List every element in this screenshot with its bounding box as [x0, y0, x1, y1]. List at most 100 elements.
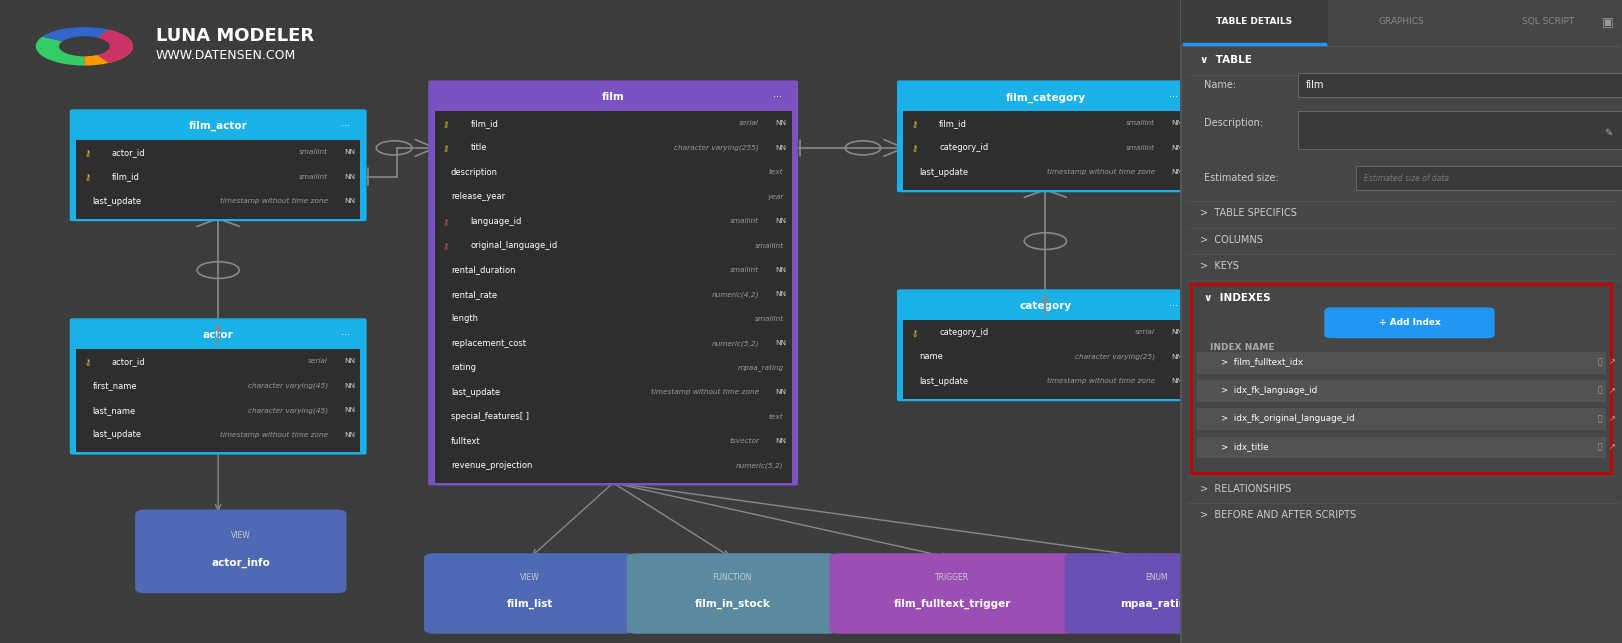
- FancyBboxPatch shape: [70, 318, 367, 455]
- Text: >  film_fulltext_idx: > film_fulltext_idx: [1221, 358, 1304, 367]
- Text: smallint: smallint: [730, 218, 759, 224]
- Text: NN: NN: [775, 267, 787, 273]
- Text: timestamp without time zone: timestamp without time zone: [219, 198, 328, 204]
- FancyBboxPatch shape: [903, 293, 1187, 320]
- Text: numeric(5,2): numeric(5,2): [712, 340, 759, 347]
- Text: NN: NN: [775, 218, 787, 224]
- Text: film_id: film_id: [470, 119, 498, 128]
- Text: INDEX NAME: INDEX NAME: [1210, 343, 1275, 352]
- Text: WWW.DATENSEN.COM: WWW.DATENSEN.COM: [156, 50, 295, 62]
- FancyBboxPatch shape: [76, 349, 360, 452]
- FancyBboxPatch shape: [1324, 307, 1495, 338]
- Text: ↗: ↗: [1609, 442, 1616, 451]
- FancyBboxPatch shape: [1197, 352, 1606, 374]
- Text: NN: NN: [344, 149, 355, 156]
- FancyBboxPatch shape: [1181, 0, 1328, 44]
- Text: timestamp without time zone: timestamp without time zone: [1046, 378, 1155, 385]
- Text: NN: NN: [1171, 145, 1182, 151]
- Text: GRAPHICS: GRAPHICS: [1379, 17, 1424, 26]
- Text: ⚷: ⚷: [443, 241, 449, 250]
- Text: >  KEYS: > KEYS: [1200, 261, 1239, 271]
- Text: NN: NN: [1171, 169, 1182, 176]
- Text: 🗑: 🗑: [1598, 358, 1603, 367]
- FancyBboxPatch shape: [628, 554, 837, 633]
- Text: film_actor: film_actor: [188, 122, 248, 131]
- Wedge shape: [36, 37, 84, 66]
- Text: film_id: film_id: [112, 172, 139, 181]
- Text: 🗑: 🗑: [1598, 442, 1603, 451]
- FancyBboxPatch shape: [903, 320, 1187, 399]
- FancyBboxPatch shape: [1197, 408, 1606, 430]
- FancyBboxPatch shape: [70, 109, 367, 221]
- Text: Description:: Description:: [1204, 118, 1262, 129]
- Text: + Add Index: + Add Index: [1379, 318, 1440, 327]
- Text: NN: NN: [775, 438, 787, 444]
- Text: film: film: [1306, 80, 1324, 90]
- Text: ⚷: ⚷: [912, 119, 918, 128]
- Text: character varying(45): character varying(45): [248, 383, 328, 389]
- Text: ···: ···: [341, 122, 350, 131]
- Wedge shape: [84, 30, 133, 63]
- FancyBboxPatch shape: [1181, 0, 1622, 643]
- Text: NN: NN: [344, 174, 355, 180]
- Text: last_update: last_update: [920, 377, 968, 386]
- Text: last_update: last_update: [920, 168, 968, 177]
- Text: >  idx_fk_language_id: > idx_fk_language_id: [1221, 386, 1317, 395]
- Text: VIEW: VIEW: [519, 574, 540, 583]
- Text: NN: NN: [344, 407, 355, 413]
- Text: film_in_stock: film_in_stock: [694, 599, 770, 609]
- Text: ⚷: ⚷: [443, 217, 449, 226]
- FancyBboxPatch shape: [1328, 0, 1474, 44]
- Text: text: text: [769, 169, 783, 176]
- Wedge shape: [84, 37, 133, 66]
- Text: >  idx_title: > idx_title: [1221, 442, 1268, 451]
- Text: timestamp without time zone: timestamp without time zone: [219, 431, 328, 438]
- Text: NN: NN: [1171, 378, 1182, 385]
- Text: NN: NN: [344, 431, 355, 438]
- FancyBboxPatch shape: [1197, 380, 1606, 402]
- FancyBboxPatch shape: [428, 80, 798, 485]
- Text: Estimated size:: Estimated size:: [1204, 173, 1278, 183]
- Text: title: title: [470, 143, 487, 152]
- Text: NN: NN: [1171, 120, 1182, 127]
- FancyBboxPatch shape: [425, 554, 634, 633]
- Text: FUNCTION: FUNCTION: [712, 574, 753, 583]
- Text: NN: NN: [1171, 329, 1182, 336]
- Text: film: film: [602, 93, 624, 102]
- Text: 🗑: 🗑: [1598, 386, 1603, 395]
- FancyBboxPatch shape: [903, 111, 1187, 190]
- FancyBboxPatch shape: [897, 289, 1194, 401]
- FancyBboxPatch shape: [435, 111, 792, 483]
- Text: VIEW: VIEW: [230, 530, 251, 539]
- FancyBboxPatch shape: [76, 140, 360, 219]
- Text: ↗: ↗: [1609, 386, 1616, 395]
- FancyBboxPatch shape: [76, 113, 360, 140]
- FancyBboxPatch shape: [1356, 166, 1622, 190]
- Text: mpaa_rating: mpaa_rating: [1119, 599, 1194, 609]
- Text: original_language_id: original_language_id: [470, 241, 558, 250]
- Text: smallint: smallint: [1126, 145, 1155, 151]
- Text: >  RELATIONSHIPS: > RELATIONSHIPS: [1200, 484, 1291, 494]
- FancyBboxPatch shape: [136, 511, 345, 592]
- Text: special_features[ ]: special_features[ ]: [451, 412, 529, 421]
- Text: NN: NN: [344, 358, 355, 365]
- Text: smallint: smallint: [1126, 120, 1155, 127]
- FancyBboxPatch shape: [1066, 554, 1247, 633]
- Text: character varying(45): character varying(45): [248, 407, 328, 413]
- FancyBboxPatch shape: [76, 322, 360, 349]
- Text: ⚷: ⚷: [84, 357, 91, 366]
- Text: ⚷: ⚷: [84, 172, 91, 181]
- Text: smallint: smallint: [754, 316, 783, 322]
- Text: description: description: [451, 168, 498, 177]
- Text: ∨  INDEXES: ∨ INDEXES: [1204, 293, 1270, 303]
- Text: last_update: last_update: [92, 430, 141, 439]
- Text: ⚷: ⚷: [443, 143, 449, 152]
- Text: film_category: film_category: [1006, 93, 1085, 102]
- Text: last_name: last_name: [92, 406, 136, 415]
- Text: Estimated size of data: Estimated size of data: [1364, 174, 1448, 183]
- Text: NN: NN: [775, 145, 787, 151]
- Text: last_update: last_update: [451, 388, 500, 397]
- Text: ✎: ✎: [1604, 128, 1612, 138]
- Text: NN: NN: [344, 383, 355, 389]
- Text: smallint: smallint: [754, 242, 783, 249]
